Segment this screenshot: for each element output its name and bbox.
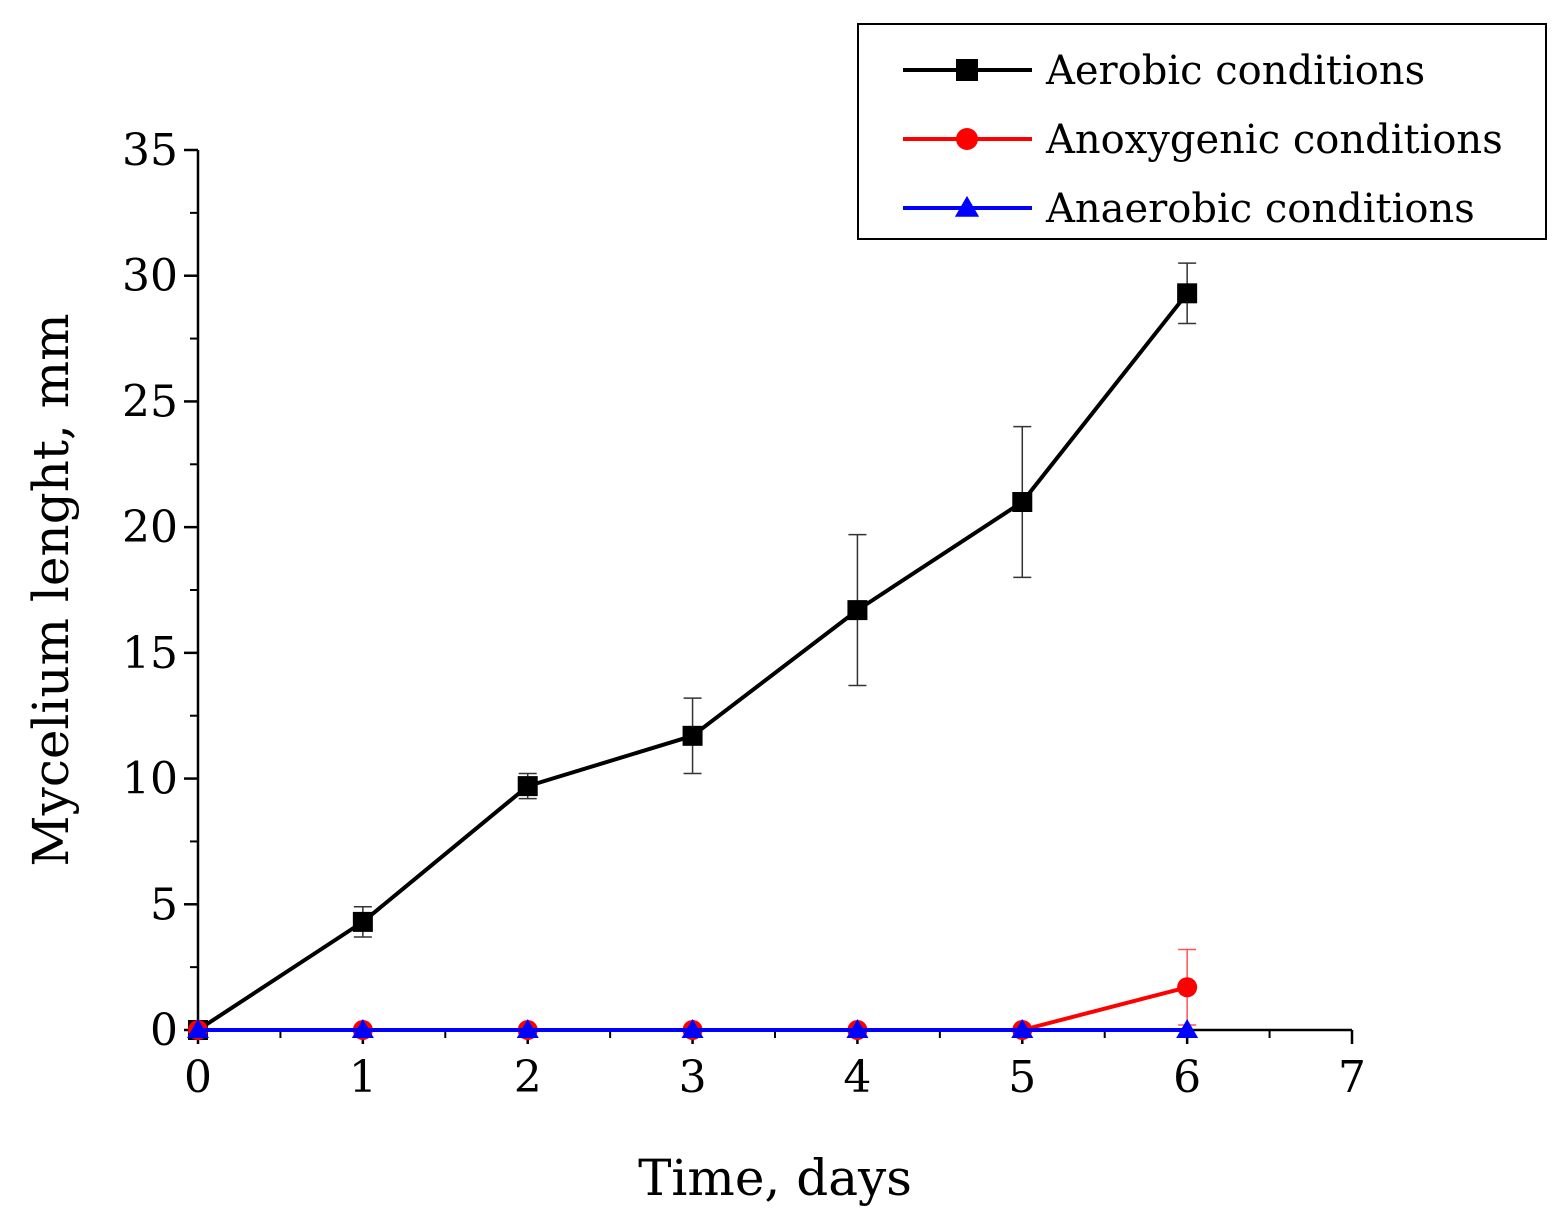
marker-circle: [1177, 977, 1198, 998]
y-tick-label: 25: [122, 376, 178, 427]
marker-square: [517, 776, 538, 797]
x-tick-label: 1: [349, 1052, 377, 1103]
marker-triangle: [954, 195, 980, 217]
axes: [184, 148, 1354, 1044]
y-tick-label: 0: [150, 1005, 178, 1056]
marker-circle: [956, 128, 978, 150]
axis-titles: Time, days Mycelium lenght, mm: [22, 313, 912, 1207]
x-tick-label: 3: [679, 1052, 707, 1103]
y-tick-label: 35: [122, 125, 178, 176]
marker-triangle: [351, 1019, 374, 1038]
marker-triangle: [846, 1019, 869, 1038]
legend-item: Aerobic conditions: [903, 48, 1425, 94]
legend-label: Anaerobic conditions: [1045, 186, 1475, 232]
y-tick-label: 15: [122, 628, 178, 679]
marker-triangle: [516, 1019, 539, 1038]
marker-square: [352, 911, 373, 932]
legend-item: Anaerobic conditions: [903, 186, 1475, 232]
legend-item: Anoxygenic conditions: [903, 117, 1503, 163]
marker-square: [847, 600, 868, 621]
marker-triangle: [681, 1019, 704, 1038]
x-tick-label: 6: [1173, 1052, 1201, 1103]
series-layer: [187, 262, 1199, 1040]
tick-labels: 0 5 10 15 20 25 30 35 0 1 2 3 4 5 6 7: [122, 125, 1366, 1103]
x-tick-label: 5: [1008, 1052, 1036, 1103]
marker-square: [682, 725, 703, 746]
marker-square: [956, 59, 978, 81]
x-tick-label: 0: [184, 1052, 212, 1103]
legend-label: Aerobic conditions: [1045, 48, 1425, 94]
y-tick-label: 5: [150, 879, 178, 930]
series-line: [196, 292, 1189, 1032]
y-axis-title: Mycelium lenght, mm: [22, 313, 80, 866]
marker-square: [1012, 492, 1033, 512]
x-tick-label: 7: [1338, 1052, 1366, 1103]
marker-square: [1177, 283, 1198, 304]
x-tick-label: 2: [514, 1052, 542, 1103]
series-anaerobic-conditions: [187, 1019, 1199, 1038]
y-tick-label: 30: [122, 251, 178, 302]
legend-label: Anoxygenic conditions: [1045, 117, 1503, 163]
marker-triangle: [1011, 1019, 1034, 1038]
marker-triangle: [1176, 1019, 1199, 1038]
x-tick-label: 4: [843, 1052, 871, 1103]
x-axis-title: Time, days: [638, 1149, 912, 1207]
legend: Aerobic conditions Anoxygenic conditions A…: [857, 23, 1547, 240]
marker-triangle: [187, 1019, 209, 1038]
series-aerobic-conditions: [188, 262, 1198, 1040]
minor-ticks: [190, 211, 1271, 1038]
y-tick-label: 20: [122, 502, 178, 553]
y-tick-label: 10: [122, 754, 178, 805]
